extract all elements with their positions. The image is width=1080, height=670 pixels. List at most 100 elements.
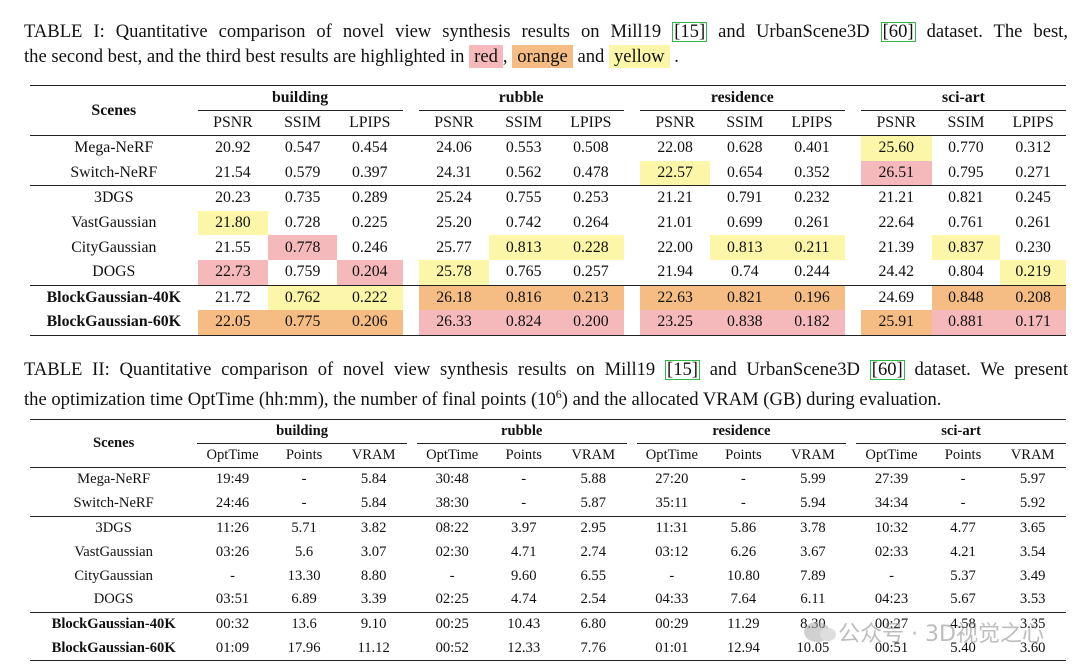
table-row: BlockGaussian-40K 21.72 0.762 0.222 26.18 0.8… [30,284,1066,311]
gap-cell [846,419,857,444]
value-cell: 3.54 [1019,543,1046,560]
value-cell: 25.91 [860,310,932,336]
citation-link[interactable]: [15] [665,359,700,380]
value-cell: 27:20 [655,471,689,488]
value-cell: 4.74 [510,591,537,608]
gap-cell [845,211,861,236]
value-cell: 24.42 [878,263,915,281]
value-cell: 0.312 [1015,139,1051,157]
gap-cell [402,310,419,336]
value-cell: 11:31 [636,515,708,541]
method-name: 3DGS [30,185,198,211]
gap-cell [623,110,640,136]
value-cell: - [960,471,966,488]
value-cell: 03:51 [215,591,250,608]
value-cell: 0.813 [489,235,559,260]
value-cell: - [301,471,307,488]
value-cell: 22.57 [639,160,711,186]
value-cell: 3.35 [999,611,1066,637]
value-cell: 13.6 [267,611,341,637]
value-cell: 0.264 [573,214,609,232]
value-cell: 0.838 [710,310,780,336]
gap-cell [403,260,419,285]
value-cell: 0.232 [779,185,845,211]
metric-header-opttime: OptTime [856,443,927,468]
value-cell: 13.30 [287,567,321,584]
gap-cell [624,260,640,285]
group-header-residence: residence [639,85,845,111]
value-cell: 00:25 [416,611,488,637]
value-cell: 00:32 [197,611,268,637]
gap-cell [624,161,640,186]
value-cell: 0.289 [336,185,403,211]
gap-cell [624,136,640,161]
value-cell: 24.31 [436,163,472,181]
value-cell: 10.80 [726,567,760,584]
citation-link[interactable]: [60] [880,21,916,42]
value-cell: 00:29 [636,611,708,637]
value-cell: 0.770 [948,139,984,157]
caption-text: and UrbanScene3D [709,359,860,380]
gap-cell [407,588,417,612]
method-name: VastGaussian [74,543,153,560]
value-cell: 0.699 [727,214,763,232]
gap-cell [627,588,637,612]
metric-header-psnr: PSNR [639,110,711,136]
value-cell: 24.69 [860,284,932,311]
gap-cell [846,468,856,492]
gap-cell [626,515,637,541]
value-cell: 01:09 [197,636,268,662]
gap-cell [402,110,419,136]
wechat-icon [804,622,837,642]
gap-cell [407,468,417,492]
gap-cell [844,185,861,211]
gap-cell [403,161,419,186]
caption-text: and [577,46,605,67]
table-row: Switch-NeRF 24:46 - 5.84 38:30 - 5.87 35:11 - 5.9… [30,492,1066,516]
gap-cell [626,636,637,662]
group-header-rubble: rubble [418,85,624,111]
value-cell: 21.21 [860,185,932,211]
value-cell: 22.64 [878,214,915,232]
value-cell: 0.401 [794,139,830,157]
value-cell: 21.01 [657,214,693,232]
table-row: DOGS 22.73 0.759 0.204 25.78 0.765 0.257 21.94 0… [30,259,1066,286]
value-cell: 0.654 [727,163,763,181]
value-cell: 0.816 [489,284,559,311]
value-cell: 5.94 [800,495,826,512]
value-cell: 5.6 [294,543,314,560]
value-cell: 0.821 [931,185,1001,211]
table1: Scenes building rubble residence sci-art PSNR… [30,85,1066,336]
value-cell: 0.211 [779,235,845,260]
value-cell: 7.76 [560,636,627,662]
value-cell: 27:39 [874,471,909,488]
gap-cell [406,419,417,444]
gap-cell [406,611,417,637]
value-cell: 0.824 [489,310,559,336]
gap-cell [846,564,856,588]
method-name: Switch-NeRF [73,495,154,512]
watermark: 公众号 · 3D视觉之心 [804,616,1044,648]
gap-cell [623,310,640,336]
header-row-metrics: PSNR SSIM LPIPS PSNR SSIM LPIPS PSNR SSIM LPIPS P… [30,110,1066,136]
citation-link[interactable]: [60] [869,359,905,380]
value-cell: 0.74 [730,263,759,281]
table-row: Switch-NeRF 21.54 0.579 0.397 24.31 0.562 0.47… [30,160,1066,186]
value-cell: 0.755 [489,185,559,211]
gap-cell [406,443,417,468]
metric-header-ssim: SSIM [710,110,780,136]
value-cell: 25.60 [860,135,932,161]
value-cell: 0.762 [268,284,337,311]
method-name: VastGaussian [71,214,157,232]
gap-cell [845,136,861,161]
value-cell: 7.64 [730,591,757,608]
value-cell: 0.245 [1000,185,1066,211]
value-cell: 3.60 [999,636,1066,662]
table-row: BlockGaussian-40K 00:32 13.6 9.10 00:25 10.43… [30,611,1066,637]
metric-header-psnr: PSNR [418,110,490,136]
value-cell: 3.97 [487,515,560,541]
legend-yellow: yellow [608,45,670,68]
value-cell: 7.89 [800,567,826,584]
citation-link[interactable]: [15] [672,21,708,42]
value-cell: 0.204 [336,259,403,286]
